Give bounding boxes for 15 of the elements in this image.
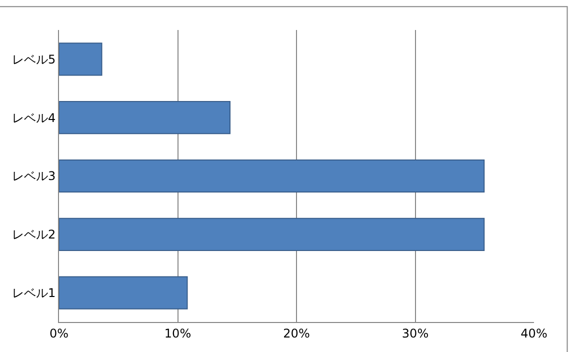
bar xyxy=(59,218,485,251)
x-tick-label: 20% xyxy=(283,326,310,340)
y-tick-label: レベル1 xyxy=(12,286,56,300)
x-tick-label: 40% xyxy=(520,326,548,340)
bar xyxy=(59,276,188,310)
x-tick-label: 30% xyxy=(402,326,429,340)
bar xyxy=(59,42,102,76)
y-tick-label: レベル2 xyxy=(12,228,56,242)
bar xyxy=(59,159,485,193)
y-tick-label: レベル3 xyxy=(12,169,56,184)
x-tick-label: 10% xyxy=(164,326,192,340)
y-tick-label: レベル4 xyxy=(12,110,56,125)
x-tick-label: 0% xyxy=(49,326,69,340)
bar xyxy=(59,101,230,134)
y-tick-label: レベル5 xyxy=(12,52,56,66)
